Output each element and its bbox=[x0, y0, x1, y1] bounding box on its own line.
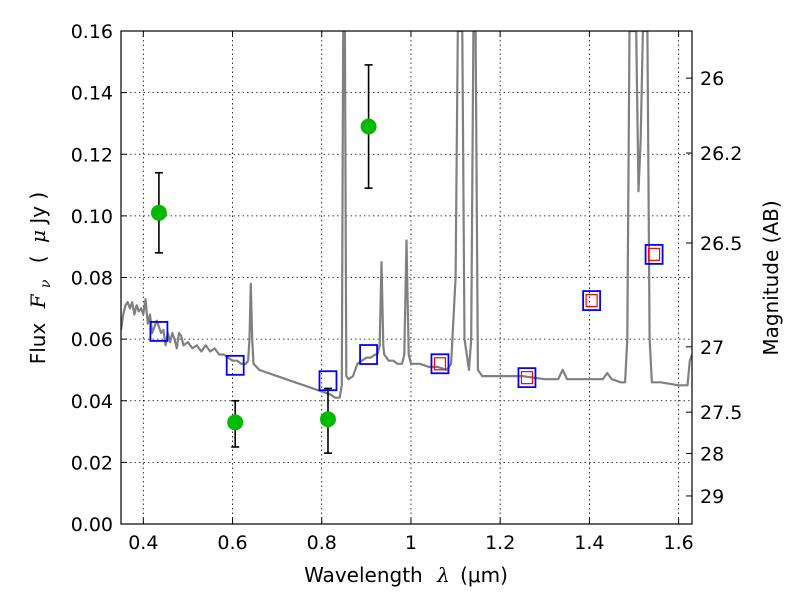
y-tick-label: 0.16 bbox=[71, 21, 113, 43]
y-axis-title-symbol: F bbox=[26, 293, 50, 309]
x-tick-label: 1.4 bbox=[574, 532, 604, 554]
model-square bbox=[318, 370, 338, 392]
observed-square bbox=[647, 247, 661, 261]
x-axis-title-unit: (μm) bbox=[460, 563, 508, 587]
model-square bbox=[430, 353, 450, 375]
observed-square bbox=[520, 371, 534, 385]
y2-tick-label: 26.2 bbox=[700, 143, 742, 165]
y-axis-title-unit-mu: μ bbox=[26, 230, 50, 243]
y-tick-label: 0.08 bbox=[71, 268, 113, 290]
y2-tick-label: 26.5 bbox=[700, 233, 742, 255]
x-axis-title: Wavelength λ (μm) bbox=[304, 563, 508, 587]
observed-square bbox=[585, 294, 598, 308]
y-tick-label: 0.10 bbox=[71, 206, 113, 228]
y-tick-label: 0.12 bbox=[71, 144, 113, 166]
x-axis-title-symbol: λ bbox=[436, 563, 450, 587]
y-axis-title-subscript: ν bbox=[38, 279, 54, 288]
y-axis-title-unit-open: ( bbox=[26, 255, 50, 263]
plot-content bbox=[121, 31, 692, 454]
x-tick-label: 0.4 bbox=[128, 532, 158, 554]
y-axis-title-unit-rest: Jy ) bbox=[26, 192, 50, 226]
x-tick-label: 1.6 bbox=[664, 532, 694, 554]
y2-tick-label: 27.5 bbox=[700, 402, 742, 424]
model-square bbox=[225, 354, 245, 376]
model-square bbox=[149, 321, 169, 342]
photometry-point bbox=[150, 204, 167, 221]
photometry-point bbox=[227, 414, 244, 431]
secondary-y-axis-title: Magnitude (AB) bbox=[759, 200, 783, 355]
y-tick-label: 0.04 bbox=[71, 391, 113, 413]
model-square bbox=[517, 367, 537, 389]
y2-tick-label: 26 bbox=[700, 68, 724, 90]
y-tick-label: 0.00 bbox=[71, 514, 113, 536]
y2-tick-label: 29 bbox=[700, 486, 724, 508]
photometry-point bbox=[360, 118, 377, 135]
y-tick-label: 0.06 bbox=[71, 329, 113, 351]
x-tick-label: 0.6 bbox=[217, 532, 247, 554]
x-tick-label: 0.8 bbox=[307, 532, 337, 554]
photometry-point bbox=[319, 411, 336, 428]
x-tick-label: 1.2 bbox=[485, 532, 515, 554]
y2-tick-label: 28 bbox=[700, 443, 724, 465]
y-tick-label: 0.14 bbox=[71, 83, 113, 105]
x-tick-label: 1 bbox=[405, 532, 417, 554]
observed-square bbox=[433, 357, 447, 371]
y2-tick-label: 27 bbox=[700, 337, 724, 359]
grid bbox=[121, 30, 692, 525]
y-tick-label: 0.02 bbox=[71, 452, 113, 474]
axis-ticks: 0.4 0.6 0.8 1 1.2 1.4 1.6 0.00 0.02 0.04 0.06 0.08 0… bbox=[71, 21, 743, 554]
model-square bbox=[644, 243, 664, 265]
x-axis-title-text: Wavelength bbox=[304, 563, 423, 587]
model-square bbox=[582, 290, 602, 312]
y-axis-title: Flux F ν ( μ Jy ) bbox=[26, 192, 55, 365]
model-square bbox=[359, 344, 378, 365]
y-axis-title-text: Flux bbox=[26, 323, 50, 365]
spectrum-line bbox=[121, 31, 692, 399]
